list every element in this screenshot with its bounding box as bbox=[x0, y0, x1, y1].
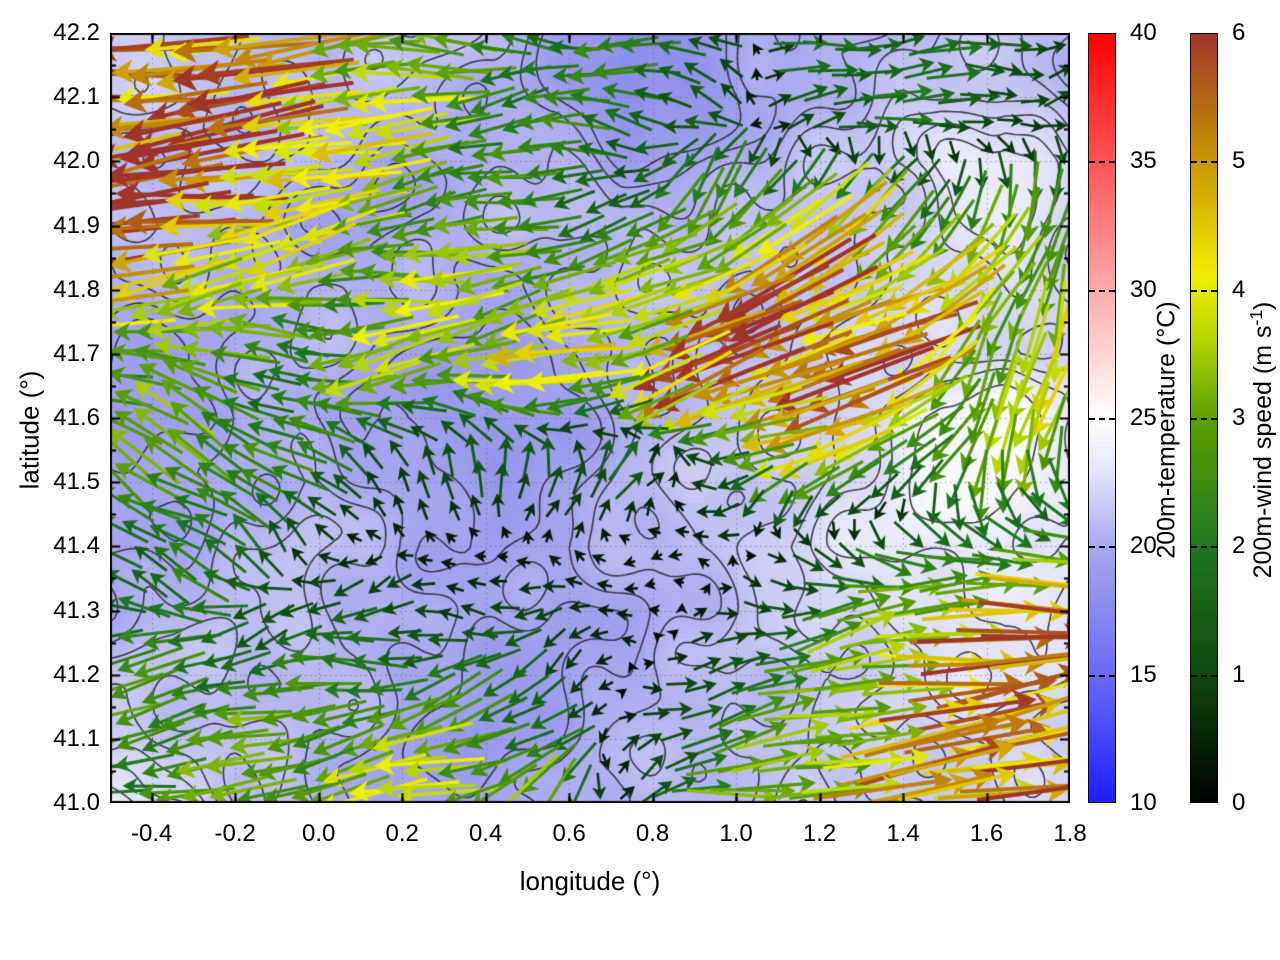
y-tick-label: 41.4 bbox=[53, 532, 100, 560]
wind-colorbar-title-sup: -1 bbox=[1245, 309, 1266, 326]
x-tick-label: 0.8 bbox=[635, 820, 670, 847]
map-canvas bbox=[110, 33, 1070, 803]
colorbar-tick-label: 5 bbox=[1232, 147, 1246, 175]
colorbar-tick-label: 0 bbox=[1232, 789, 1246, 816]
wind-colorbar-title-close: ) bbox=[1249, 301, 1278, 310]
x-tick-label: 0.4 bbox=[468, 820, 503, 847]
colorbar-tick bbox=[1089, 289, 1115, 292]
colorbar-tick bbox=[1191, 674, 1217, 677]
x-tick-label: 0.2 bbox=[385, 820, 419, 847]
y-tick-label: 42.0 bbox=[53, 147, 100, 175]
colorbar-tick bbox=[1191, 161, 1217, 164]
x-tick-label: 0.0 bbox=[302, 820, 336, 847]
colorbar-tick-label: 6 bbox=[1232, 19, 1246, 46]
colorbar-tick-label: 4 bbox=[1232, 275, 1246, 303]
y-tick-label: 41.3 bbox=[53, 596, 100, 624]
wind-colorbar bbox=[1190, 33, 1218, 803]
colorbar-tick-label: 15 bbox=[1130, 660, 1157, 688]
colorbar-tick-label: 40 bbox=[1130, 19, 1157, 46]
colorbar-tick-label: 30 bbox=[1130, 275, 1157, 303]
y-tick-label: 41.1 bbox=[53, 724, 100, 752]
wind-colorbar-title-text: 200m-wind speed (m s bbox=[1249, 325, 1278, 579]
colorbar-tick bbox=[1089, 161, 1115, 164]
colorbar-tick bbox=[1191, 418, 1217, 420]
colorbar-tick bbox=[1089, 674, 1115, 677]
x-tick-label: 1.4 bbox=[886, 820, 920, 847]
colorbar-tick bbox=[1191, 289, 1217, 292]
y-tick-label: 41.5 bbox=[53, 468, 100, 496]
x-tick-label: -0.4 bbox=[131, 820, 173, 847]
colorbar-tick bbox=[1089, 418, 1115, 420]
x-tick-label: -0.2 bbox=[214, 820, 256, 847]
colorbar-tick-label: 3 bbox=[1232, 404, 1246, 431]
x-tick-label: 1.8 bbox=[1053, 820, 1087, 847]
y-tick-label: 41.2 bbox=[53, 660, 100, 688]
y-tick-label: 41.7 bbox=[53, 339, 100, 367]
colorbar-tick-label: 10 bbox=[1130, 789, 1157, 816]
x-tick-label: 0.6 bbox=[552, 820, 586, 847]
x-axis-title: longitude (°) bbox=[519, 866, 661, 896]
colorbar-tick bbox=[1089, 546, 1115, 549]
y-tick-label: 41.9 bbox=[53, 211, 100, 239]
colorbar-tick-label: 35 bbox=[1130, 147, 1157, 175]
x-tick-label: 1.6 bbox=[969, 820, 1004, 847]
x-tick-label: 1.2 bbox=[802, 820, 837, 847]
temperature-colorbar bbox=[1088, 33, 1116, 803]
colorbar-tick-label: 20 bbox=[1130, 532, 1157, 560]
y-tick-label: 41.6 bbox=[53, 404, 100, 431]
colorbar-tick-label: 2 bbox=[1232, 532, 1246, 560]
colorbar-tick bbox=[1191, 546, 1217, 549]
temperature-colorbar-title: 200m-temperature (°C) bbox=[1152, 301, 1181, 559]
wind-colorbar-title: 200m-wind speed (m s-1) bbox=[1246, 302, 1278, 579]
y-tick-label: 41.0 bbox=[53, 789, 100, 816]
x-tick-label: 1.0 bbox=[719, 820, 753, 847]
colorbar-tick-label: 1 bbox=[1232, 660, 1246, 688]
colorbar-tick-label: 25 bbox=[1130, 404, 1157, 431]
y-tick-label: 42.1 bbox=[53, 83, 100, 111]
y-tick-label: 42.2 bbox=[53, 19, 100, 46]
y-tick-label: 41.8 bbox=[53, 275, 100, 303]
